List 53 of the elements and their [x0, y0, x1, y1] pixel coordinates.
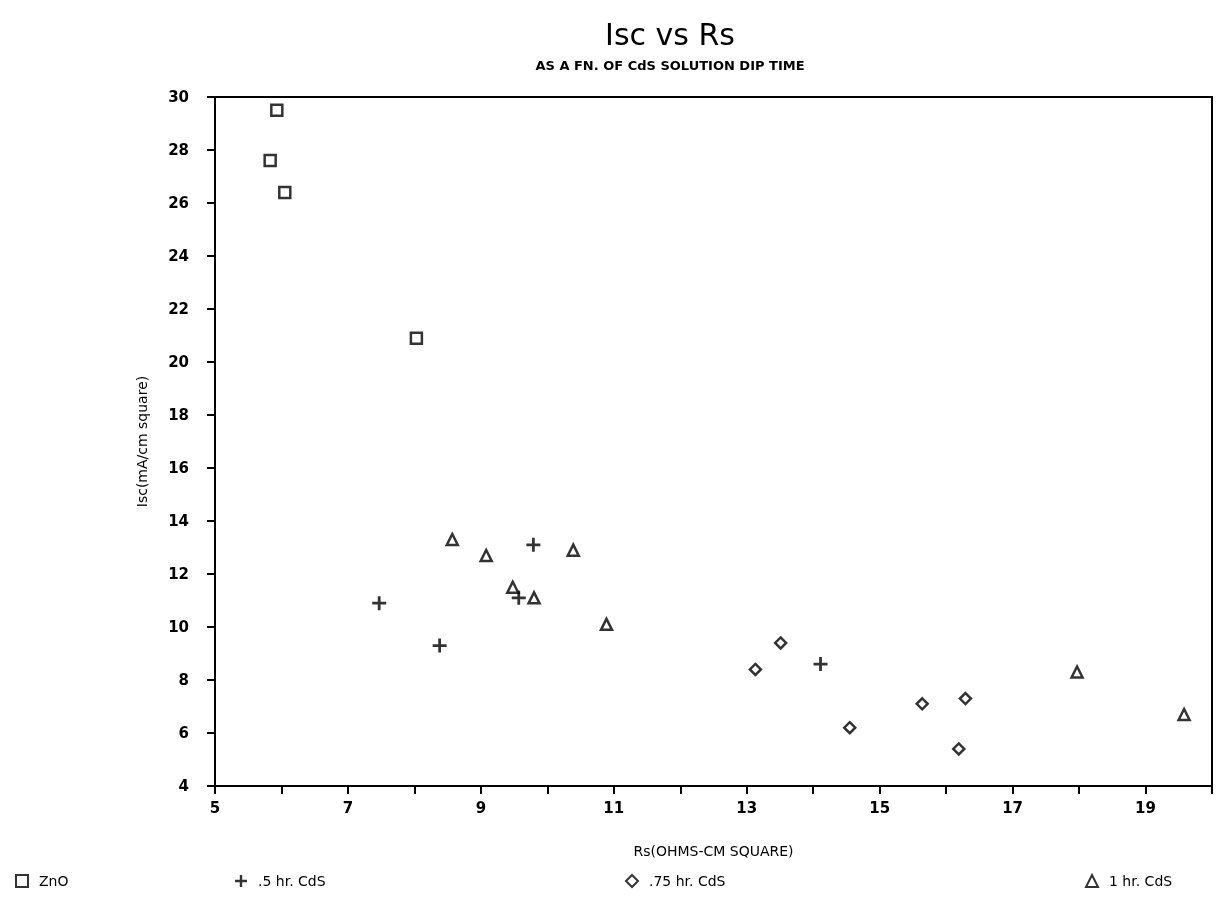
point [1177, 707, 1191, 722]
point [599, 617, 614, 632]
point [958, 691, 973, 706]
y-tick-label: 14 [168, 512, 189, 530]
point [372, 596, 387, 611]
point [1070, 665, 1084, 679]
y-tick-label: 24 [168, 247, 189, 265]
chart-subtitle: AS A FN. OF CdS SOLUTION DIP TIME [535, 58, 805, 73]
legend-label: 1 hr. CdS [1109, 873, 1173, 889]
y-tick-label: 8 [178, 671, 189, 689]
y-tick-label: 20 [168, 353, 189, 371]
x-tick-label: 7 [342, 798, 354, 817]
x-tick-label: 19 [1135, 798, 1156, 817]
y-tick-label: 12 [168, 565, 189, 583]
point [278, 185, 292, 200]
legend-label: .5 hr. CdS [258, 873, 326, 889]
legend-label: .75 hr. CdS [649, 873, 726, 889]
point [479, 548, 493, 563]
x-axis-title: Rs(OHMS-CM SQUARE) [633, 843, 794, 859]
y-tick-label: 6 [178, 724, 189, 742]
y-tick-label: 22 [168, 300, 189, 318]
point [432, 638, 447, 653]
y-tick-label: 16 [168, 459, 189, 477]
point [263, 153, 277, 168]
point [445, 532, 460, 547]
x-tick-label: 15 [869, 798, 891, 817]
point [526, 537, 541, 552]
x-tick-label: 11 [603, 798, 625, 817]
x-tick-label: 17 [1002, 798, 1024, 817]
point [506, 580, 520, 594]
y-tick-label: 28 [168, 141, 189, 159]
point [843, 720, 857, 735]
chart-title: Isc vs Rs [605, 16, 735, 52]
point [527, 591, 541, 605]
point [748, 662, 763, 677]
point [511, 590, 526, 605]
point [915, 697, 929, 711]
point [566, 543, 581, 557]
y-tick-label: 30 [168, 88, 189, 106]
y-tick-label: 4 [178, 777, 189, 795]
y-tick-label: 18 [168, 406, 189, 424]
point [773, 636, 788, 650]
point [409, 331, 424, 345]
legend-label: ZnO [39, 873, 69, 889]
y-axis-title: Isc(mA/cm square) [134, 375, 150, 508]
point [270, 103, 284, 117]
y-tick-label: 26 [168, 194, 189, 212]
x-tick-label: 13 [736, 798, 758, 817]
y-tick-label: 10 [168, 618, 189, 636]
point [813, 657, 828, 672]
x-tick-label: 9 [475, 798, 487, 817]
x-tick-label: 5 [209, 798, 221, 817]
point [952, 742, 966, 756]
